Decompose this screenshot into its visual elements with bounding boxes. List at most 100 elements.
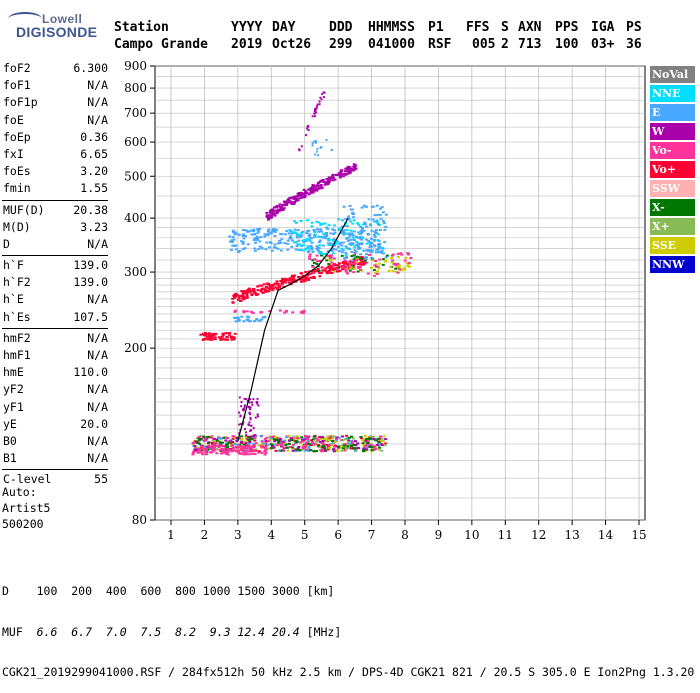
x-tick-label: 1 bbox=[167, 528, 175, 542]
auto-label: Auto: bbox=[2, 485, 37, 499]
logo-line2: DIGISONDE bbox=[16, 24, 98, 40]
param-name: yE bbox=[3, 416, 17, 431]
param-row: foEp 0.36 bbox=[2, 129, 108, 146]
panel-separator bbox=[2, 469, 108, 471]
e-echo-dot bbox=[228, 227, 385, 254]
w-sparse-dot bbox=[298, 91, 326, 152]
header-value-day: Oct26 bbox=[272, 37, 312, 52]
param-name: h`E bbox=[3, 292, 24, 307]
muf-unit: [MHz] bbox=[299, 624, 342, 639]
param-name: h`F bbox=[3, 258, 24, 273]
y-tick-label: 500 bbox=[124, 169, 147, 183]
param-name: foF2 bbox=[3, 61, 31, 75]
es-band-dot bbox=[191, 443, 268, 456]
scaled-parameters-panel: foF2 6.300 foF1 N/A foF1p N/A foE N/A foEp 0.36 fx… bbox=[2, 60, 108, 489]
param-name: B0 bbox=[3, 433, 17, 448]
y-tick-label: 700 bbox=[124, 106, 147, 120]
param-value: N/A bbox=[87, 330, 108, 345]
y-tick-label: 600 bbox=[124, 135, 147, 149]
param-row: B0 N/A bbox=[2, 433, 108, 450]
param-value: 6.300 bbox=[73, 61, 108, 75]
param-row: h`F 139.0 bbox=[2, 257, 108, 274]
distance-row: D 100 200 400 600 800 1000 1500 3000 [km… bbox=[2, 584, 335, 598]
legend-item-e: E bbox=[650, 104, 695, 121]
f-trace-dot bbox=[308, 251, 413, 277]
header-label-ps: PS bbox=[626, 20, 642, 35]
param-name: fxI bbox=[3, 146, 24, 161]
param-row: yF2 N/A bbox=[2, 381, 108, 398]
header-label-ddd: DDD bbox=[329, 20, 353, 35]
autoscaling-info: Auto: Artist5 500200 bbox=[2, 484, 50, 532]
param-value: N/A bbox=[87, 78, 108, 93]
param-value: N/A bbox=[87, 433, 108, 448]
param-row: foE N/A bbox=[2, 112, 108, 129]
y-tick-label: 900 bbox=[124, 59, 147, 73]
auto-version: 500200 bbox=[2, 517, 44, 531]
x-tick-label: 14 bbox=[598, 528, 614, 542]
param-name: h`F2 bbox=[3, 275, 31, 290]
y-tick-label: 80 bbox=[132, 513, 147, 527]
header-label-axn: AXN bbox=[518, 20, 542, 35]
x-tick-label: 9 bbox=[435, 528, 443, 542]
param-value: 55 bbox=[94, 472, 108, 487]
param-value: 139.0 bbox=[73, 258, 108, 273]
header-label-s: S bbox=[501, 20, 509, 35]
param-name: yF1 bbox=[3, 399, 24, 414]
legend-item-vo: Vo- bbox=[650, 142, 695, 159]
param-row: hmE 110.0 bbox=[2, 364, 108, 381]
param-value: N/A bbox=[87, 236, 108, 251]
logo-arc bbox=[8, 12, 42, 26]
param-value: N/A bbox=[87, 292, 108, 307]
param-name: foF1p bbox=[3, 95, 38, 110]
param-value: 3.23 bbox=[80, 219, 108, 234]
x-tick-label: 3 bbox=[234, 528, 242, 542]
param-name: hmE bbox=[3, 365, 24, 380]
param-value: 110.0 bbox=[73, 365, 108, 380]
legend-item-nnw: NNW bbox=[650, 256, 695, 273]
param-name: M(D) bbox=[3, 219, 31, 234]
param-name: fmin bbox=[3, 181, 31, 196]
header-label-yyyy: YYYY bbox=[231, 20, 263, 35]
param-name: foF1 bbox=[3, 78, 31, 93]
ionogram-chart: 1 2 3 4 5 6 7 8 9 10 11 12 13 14 158020030040050060070… bbox=[124, 59, 647, 542]
digisonde-logo: Lowell DIGISONDE bbox=[2, 8, 110, 48]
header-value-hhmmss: 041000 bbox=[368, 37, 415, 52]
x-tick-label: 2 bbox=[201, 528, 209, 542]
param-value: N/A bbox=[87, 451, 108, 466]
param-name: yF2 bbox=[3, 382, 24, 397]
param-row: h`F2 139.0 bbox=[2, 274, 108, 291]
header-label-pps: PPS bbox=[555, 20, 579, 35]
param-name: hmF2 bbox=[3, 330, 31, 345]
muf-values: 6.6 6.7 7.0 7.5 8.2 9.3 12.4 20.4 bbox=[22, 624, 300, 639]
file-footer: CGK21_2019299041000.RSF / 284fx512h 50 k… bbox=[2, 665, 695, 679]
panel-separator bbox=[2, 199, 108, 201]
header-value-iga: 03+ bbox=[591, 37, 615, 52]
param-value: 0.36 bbox=[80, 129, 108, 144]
e-echo-dot bbox=[338, 204, 388, 262]
param-row: fxI 6.65 bbox=[2, 146, 108, 163]
electron-density-profile-curve bbox=[237, 217, 349, 441]
param-value: 20.0 bbox=[80, 416, 108, 431]
header-value-ps: 36 bbox=[626, 37, 642, 52]
param-row: MUF(D) 20.38 bbox=[2, 202, 108, 219]
header-label-p1: P1 bbox=[428, 20, 444, 35]
legend-item-w: W bbox=[650, 123, 695, 140]
param-row: hmF2 N/A bbox=[2, 330, 108, 347]
es-second-hop-dot bbox=[199, 331, 237, 341]
param-name: h`Es bbox=[3, 309, 31, 324]
param-row: B1 N/A bbox=[2, 450, 108, 467]
y-tick-label: 800 bbox=[124, 81, 147, 95]
x-tick-label: 5 bbox=[301, 528, 309, 542]
header-value-axn: 713 bbox=[518, 37, 542, 52]
legend-item-vo: Vo+ bbox=[650, 161, 695, 178]
w-sparse-dot bbox=[311, 138, 333, 157]
f-trace-dot bbox=[323, 256, 411, 275]
x-tick-label: 10 bbox=[464, 528, 479, 542]
header-value-ffs: 005 bbox=[472, 37, 496, 52]
es-band-dot bbox=[195, 435, 382, 453]
header-value-yyyy: 2019 bbox=[231, 37, 263, 52]
param-row: foEs 3.20 bbox=[2, 163, 108, 180]
param-value: 107.5 bbox=[73, 309, 108, 324]
param-name: foEp bbox=[3, 129, 31, 144]
es-second-hop-dot bbox=[233, 309, 306, 315]
